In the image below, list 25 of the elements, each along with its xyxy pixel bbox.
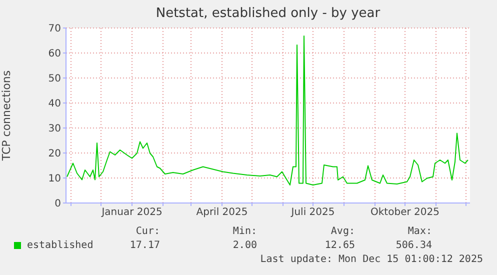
text: 12.65 bbox=[324, 240, 355, 251]
y-tick-label: 40 bbox=[48, 98, 61, 110]
y-tick-label: 30 bbox=[48, 124, 61, 135]
y-tick-label: 0 bbox=[54, 198, 61, 210]
y-tick-label: 60 bbox=[48, 48, 61, 60]
legend-label: established bbox=[27, 240, 94, 251]
y-tick-label: 10 bbox=[48, 174, 61, 185]
x-tick-label: Oktober 2025 bbox=[370, 207, 440, 218]
text: Avg: bbox=[330, 226, 355, 237]
y-tick-label: 20 bbox=[48, 148, 61, 160]
x-tick-label: Januar 2025 bbox=[100, 207, 162, 218]
text: 2.00 bbox=[232, 240, 257, 251]
text: Min: bbox=[232, 226, 257, 237]
text: 17.17 bbox=[128, 240, 160, 251]
text: 506.34 bbox=[394, 240, 432, 251]
y-tick-label: 50 bbox=[48, 74, 61, 85]
line-series bbox=[66, 36, 468, 186]
text: Max: bbox=[406, 226, 432, 237]
text: Last update: Mon Dec 15 01:00:12 2025 bbox=[260, 254, 483, 265]
y-tick-label: 70 bbox=[48, 24, 61, 35]
text: Cur: bbox=[134, 226, 160, 237]
x-tick-label: Juli 2025 bbox=[290, 207, 335, 218]
x-tick-label: April 2025 bbox=[196, 207, 248, 218]
y-axis-title: TCP connections bbox=[0, 70, 13, 162]
chart-title: Netstat, established only - by year bbox=[154, 6, 382, 21]
